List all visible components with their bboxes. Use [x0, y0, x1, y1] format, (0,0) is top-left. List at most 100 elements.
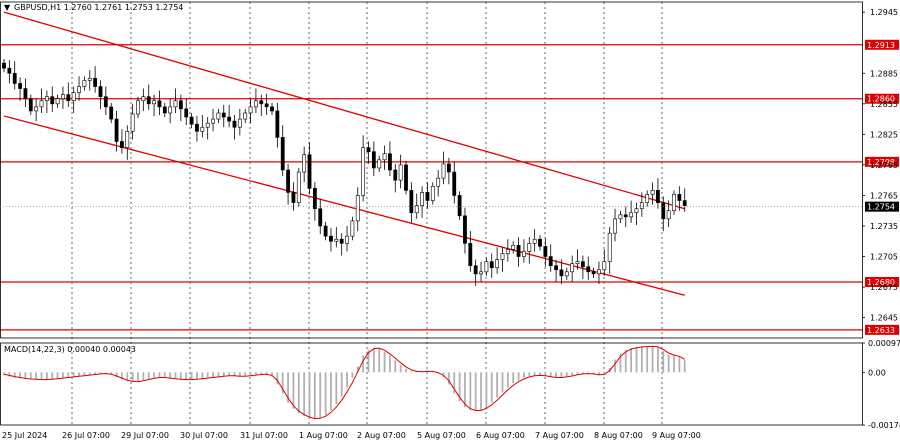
candle-body [318, 208, 323, 227]
price-tick-label: 1.2885 [870, 69, 898, 78]
candle-body [618, 214, 623, 220]
candle-body [2, 62, 6, 69]
candle-body [55, 98, 60, 105]
price-tick-label: 1.2705 [870, 253, 898, 262]
candle-body [559, 269, 564, 277]
vertical-grid [71, 2, 663, 425]
time-tick-label: 8 Aug 07:00 [594, 431, 643, 440]
candle-body [479, 271, 483, 275]
candle-body [414, 205, 419, 214]
candle-body [98, 86, 103, 97]
level-price-label: 1.2798 [867, 158, 895, 167]
candle-body [409, 190, 414, 214]
candle-body [280, 137, 285, 171]
time-tick-label: 25 Jul 2024 [2, 431, 47, 440]
candle-body [393, 169, 398, 181]
candle-body [200, 126, 205, 132]
candle-body [382, 153, 387, 161]
time-tick-label: 1 Aug 07:00 [299, 431, 348, 440]
candle-body [436, 177, 441, 187]
candle-body [259, 100, 264, 105]
candle-body [216, 112, 221, 120]
candle-body [227, 116, 232, 122]
candle-body [522, 251, 526, 257]
candle-body [484, 261, 489, 273]
level-price-label: 1.2913 [867, 41, 895, 50]
candle-body [661, 202, 666, 220]
candle-body [329, 235, 333, 242]
candle-body [580, 261, 585, 268]
time-tick-label: 30 Jul 07:00 [180, 431, 228, 440]
candle-body [538, 238, 542, 247]
candle-body [312, 188, 317, 209]
candle-body [457, 195, 462, 217]
time-tick-label: 26 Jul 07:00 [62, 431, 110, 440]
current-price-label: 1.2754 [867, 203, 895, 212]
candle-body [237, 118, 242, 128]
candle-body [61, 94, 65, 100]
candle-body [339, 238, 344, 244]
candle-body [189, 116, 194, 125]
level-price-tag [865, 324, 899, 335]
candle-body [103, 96, 108, 108]
candle-body [141, 96, 146, 102]
candle-body [527, 243, 532, 252]
candle-body [377, 159, 382, 169]
time-tick-label: 29 Jul 07:00 [121, 431, 169, 440]
macd-pane [3, 345, 686, 420]
current-price-tag [865, 201, 899, 212]
candle-body [264, 103, 269, 108]
level-price-tag [865, 39, 899, 50]
candle-body [168, 106, 173, 114]
candle-body [672, 194, 676, 212]
candle-body [248, 106, 253, 114]
candle-body [125, 131, 130, 148]
time-tick-label: 7 Aug 07:00 [535, 431, 584, 440]
time-tick-label: 9 Aug 07:00 [652, 431, 701, 440]
macd-label: MACD(14,22,3) 0.00040 0.00043 [4, 345, 136, 354]
macd-pane-border [0, 342, 863, 426]
candle-body [93, 78, 98, 87]
candle-body [350, 220, 355, 237]
candle-body [463, 215, 467, 244]
candle-body [650, 190, 655, 195]
candle-body [109, 106, 114, 120]
candle-body [120, 141, 124, 148]
candle-body [232, 120, 237, 128]
candle-body [323, 225, 328, 237]
candle-body [162, 106, 167, 114]
candle-body [505, 249, 510, 254]
candle-body [302, 154, 307, 173]
candle-body [516, 245, 521, 257]
price-series [2, 59, 687, 287]
candle-body [50, 96, 55, 105]
macd-tick-label: -0.00174 [868, 421, 900, 430]
candle-body [366, 147, 371, 152]
candle-body [446, 163, 451, 173]
candle-body [221, 112, 226, 118]
candle-body [575, 261, 580, 264]
symbol-menu-icon[interactable]: ▼ [4, 3, 11, 12]
candle-body [682, 200, 687, 206]
candle-body [554, 265, 558, 271]
candle-body [44, 96, 49, 102]
price-tick-label: 1.2645 [870, 314, 898, 323]
time-tick-label: 31 Jul 07:00 [240, 431, 288, 440]
candle-body [130, 113, 135, 132]
candle-body [71, 92, 76, 102]
candle-body [77, 86, 81, 93]
candle-body [666, 210, 671, 220]
candle-body [87, 78, 92, 81]
pane-borders [0, 1, 863, 426]
candle-body [66, 94, 71, 102]
candle-body [623, 214, 628, 218]
price-tick-label: 1.2765 [870, 191, 898, 200]
candle-body [489, 261, 494, 269]
time-axis[interactable]: 25 Jul 2024 26 Jul 07:00 29 Jul 07:00 30 Ju… [2, 431, 701, 440]
candle-body [205, 122, 210, 128]
macd-signal-line [3, 345, 685, 420]
level-price-tag [865, 277, 899, 287]
candle-body [543, 246, 548, 257]
